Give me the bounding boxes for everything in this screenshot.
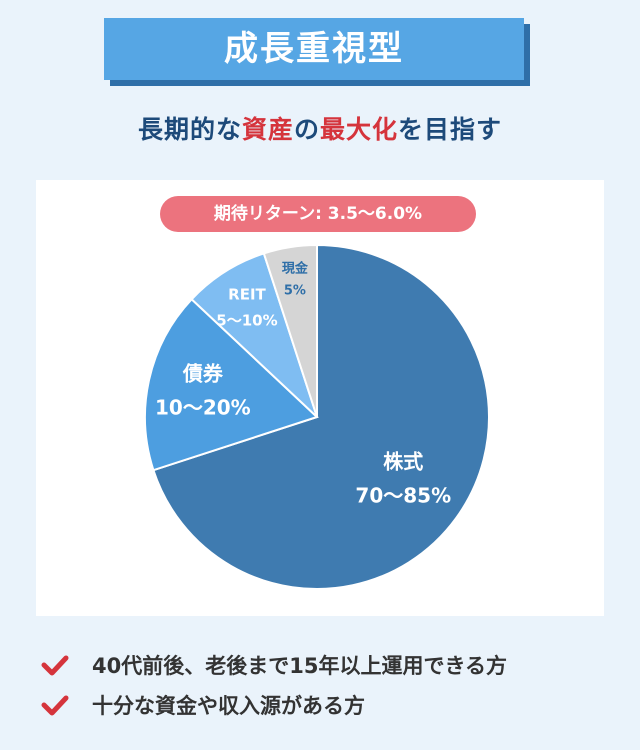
slice-range-reit: 5〜10% [216, 312, 277, 330]
subtitle-highlight-asset: 資産 [241, 115, 294, 144]
pie-slice-bonds [144, 297, 319, 472]
list-item: 十分な資金や収入源がある方 [40, 686, 620, 724]
subtitle: 長期的な資産の最大化を目指す [0, 110, 640, 146]
pie-slice-stocks [152, 243, 490, 590]
pie-slice-cash [262, 243, 318, 418]
slice-range-bonds: 10〜20% [155, 395, 251, 419]
slice-label-bonds: 債券 [182, 361, 224, 385]
slice-label-cash: 現金 [282, 261, 309, 277]
page-title: 成長重視型 [104, 18, 524, 80]
bullet-list: 40代前後、老後まで15年以上運用できる方 十分な資金や収入源がある方 [40, 646, 620, 726]
subtitle-part: の [293, 115, 320, 144]
list-item: 40代前後、老後まで15年以上運用できる方 [40, 646, 620, 684]
bullet-text: 十分な資金や収入源がある方 [92, 694, 365, 718]
slice-label-reit: REIT [228, 286, 266, 304]
slice-range-stocks: 70〜85% [355, 484, 451, 508]
expected-return-badge: 期待リターン: 3.5〜6.0% [160, 196, 476, 232]
bullet-text: 40代前後、老後まで15年以上運用できる方 [92, 654, 508, 678]
slice-label-stocks: 株式 [383, 450, 423, 474]
subtitle-part: 長期的な [137, 115, 242, 144]
check-icon [41, 695, 69, 716]
slice-range-cash: 5% [284, 284, 306, 299]
title-banner: 成長重視型 [104, 18, 536, 88]
subtitle-highlight-max: 最大化 [320, 115, 399, 144]
subtitle-part: を目指す [398, 115, 503, 144]
check-icon [41, 655, 69, 676]
